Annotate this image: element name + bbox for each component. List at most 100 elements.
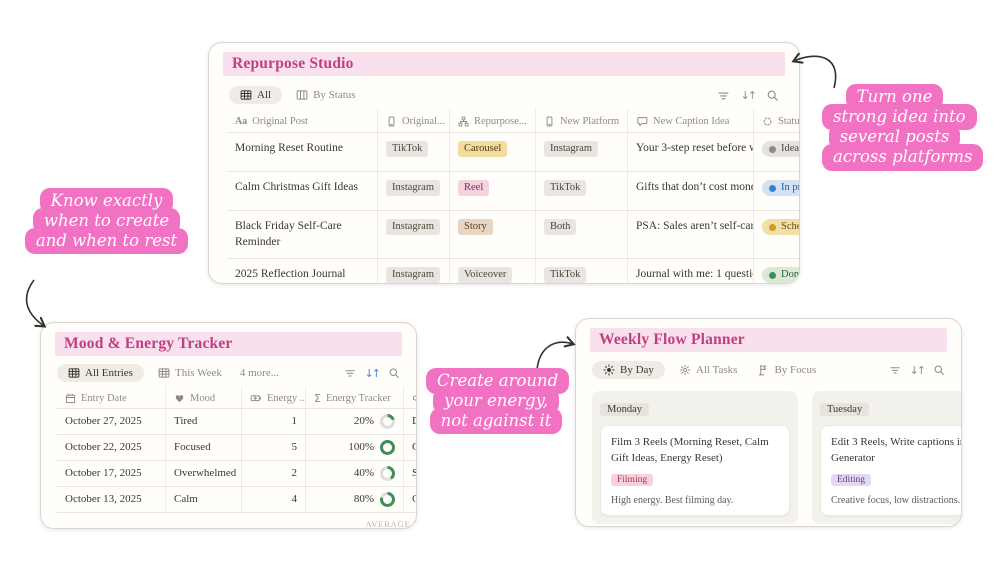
task-card[interactable]: Film 3 Reels (Morning Reset, Calm Gift I…	[600, 425, 790, 516]
sort-icon[interactable]: ↓↑	[364, 366, 382, 380]
tab-label: All Entries	[85, 367, 133, 379]
platform-badge: Both	[544, 219, 577, 236]
cell-mood: Overwhelmed	[165, 461, 241, 487]
page-title: Mood & Energy Tracker	[64, 335, 233, 352]
bubble-line: Know exactly	[39, 188, 174, 215]
status-badge: In progress	[762, 180, 799, 197]
average-label: AVERAGE	[365, 519, 411, 529]
column-header-new-platform[interactable]: New Platform	[535, 108, 627, 133]
cell-mood: Calm	[165, 487, 241, 513]
table-row[interactable]: Morning Reset Routine TikTok Carousel In…	[227, 133, 799, 172]
filter-icon[interactable]	[717, 89, 730, 102]
column-header-repurpose-as[interactable]: Repurpose...	[449, 108, 535, 133]
column-name-badge[interactable]: Tuesday	[820, 403, 870, 416]
cell-original-platform: TikTok	[377, 133, 449, 172]
cell-caption: PSA: Sales aren’t self-care	[627, 211, 753, 260]
column-header-energy-tracker[interactable]: Σ Energy Tracker	[305, 386, 403, 409]
bubble-line: several posts	[828, 124, 961, 151]
board-column-tuesday: Tuesday Edit 3 Reels, Write captions in …	[812, 391, 961, 524]
tab-by-day[interactable]: By Day	[592, 361, 665, 379]
card-tag-badge: Filming	[611, 473, 654, 486]
bubble-line: your energy,	[433, 388, 559, 415]
cell-note: D	[403, 409, 416, 435]
cell-repurpose-as: Carousel	[449, 133, 535, 172]
table-view-icon	[240, 90, 252, 100]
repurpose-badge: Voiceover	[458, 267, 513, 283]
platform-badge: Instagram	[544, 141, 598, 158]
arrow-to-planner-panel	[536, 336, 576, 371]
sum-icon: Σ	[314, 391, 321, 405]
card-note: High energy. Best filming day.	[611, 494, 734, 506]
column-header-mood[interactable]: Mood	[165, 386, 241, 409]
cell-note: S	[403, 461, 416, 487]
table-row[interactable]: Black Friday Self-Care Reminder Instagra…	[227, 211, 799, 260]
percent-value: 80%	[353, 493, 374, 506]
tab-by-status[interactable]: By Status	[290, 86, 361, 104]
card-tag-badge: Editing	[831, 473, 871, 486]
text-type-icon: Aa	[235, 115, 248, 127]
table-row[interactable]: 2025 Reflection Journal Prompt Instagram…	[227, 259, 799, 283]
planner-title-banner: Weekly Flow Planner	[590, 328, 947, 352]
sort-icon[interactable]: ↓↑	[740, 88, 758, 102]
repurpose-title-banner: Repurpose Studio	[223, 52, 785, 76]
tab-all-entries[interactable]: All Entries	[57, 364, 144, 382]
status-spinner-icon	[763, 117, 772, 125]
cell-original-post: Morning Reset Routine	[227, 133, 377, 172]
platform-badge: Instagram	[386, 219, 440, 236]
bubble-line: and when to rest	[24, 228, 189, 255]
cell-energy: 1	[241, 409, 305, 435]
cell-entry-date: October 13, 2025	[57, 487, 165, 513]
column-name-badge[interactable]: Monday	[600, 403, 649, 416]
column-header-notes[interactable]	[403, 386, 416, 409]
cell-energy-tracker: 20%	[305, 409, 403, 435]
progress-ring	[380, 492, 395, 507]
cell-new-platform: Both	[535, 211, 627, 260]
table-row[interactable]: October 27, 2025 Tired 1 20% D	[57, 409, 416, 435]
gear-icon	[679, 364, 691, 376]
tab-all-tasks[interactable]: All Tasks	[673, 361, 744, 379]
search-icon[interactable]	[933, 364, 945, 376]
tab-label: This Week	[174, 367, 222, 379]
battery-icon	[250, 395, 261, 402]
table-row[interactable]: October 17, 2025 Overwhelmed 2 40% S	[57, 461, 416, 487]
column-header-entry-date[interactable]: Entry Date	[57, 386, 165, 409]
phone-icon	[388, 116, 395, 126]
status-badge: Scheduled	[762, 219, 799, 236]
cell-original-platform: Instagram	[377, 259, 449, 283]
column-header-energy[interactable]: Energy ...	[241, 386, 305, 409]
more-views-link[interactable]: 4 more...	[239, 367, 279, 379]
tab-by-focus[interactable]: By Focus	[751, 361, 822, 379]
cell-repurpose-as: Reel	[449, 172, 535, 211]
table-row[interactable]: October 13, 2025 Calm 4 80% G	[57, 487, 416, 513]
filter-icon[interactable]	[344, 367, 356, 379]
progress-ring	[380, 414, 395, 429]
tab-label: By Focus	[774, 364, 817, 376]
filter-icon[interactable]	[889, 364, 901, 376]
tab-all[interactable]: All	[229, 86, 283, 104]
task-card[interactable]: Edit 3 Reels, Write captions in AI Gener…	[820, 425, 961, 516]
bubble-line: not against it	[429, 408, 563, 435]
search-icon[interactable]	[388, 367, 400, 379]
table-row[interactable]: Calm Christmas Gift Ideas Instagram Reel…	[227, 172, 799, 211]
column-header-new-caption-idea[interactable]: New Caption Idea	[627, 108, 753, 133]
sun-icon	[603, 364, 615, 376]
cell-entry-date: October 27, 2025	[57, 409, 165, 435]
cell-entry-date: October 17, 2025	[57, 461, 165, 487]
column-header-original-post[interactable]: Aa Original Post	[227, 108, 377, 133]
cell-repurpose-as: Story	[449, 211, 535, 260]
cell-caption: Gifts that don’t cost money	[627, 172, 753, 211]
heart-icon	[175, 394, 184, 402]
column-header-original-platform[interactable]: Original...	[377, 108, 449, 133]
cell-original-post: Calm Christmas Gift Ideas	[227, 172, 377, 211]
column-header-status[interactable]: Status	[753, 108, 799, 133]
progress-ring	[380, 466, 395, 481]
cell-energy-tracker: 80%	[305, 487, 403, 513]
tab-this-week[interactable]: This Week	[152, 364, 228, 382]
status-dot-icon	[769, 184, 776, 192]
search-icon[interactable]	[766, 89, 779, 102]
sort-icon[interactable]: ↓↑	[909, 363, 927, 377]
percent-value: 100%	[348, 441, 374, 454]
platform-badge: Instagram	[386, 267, 440, 283]
table-row[interactable]: October 22, 2025 Focused 5 100% C	[57, 435, 416, 461]
cell-status: In progress	[753, 172, 799, 211]
